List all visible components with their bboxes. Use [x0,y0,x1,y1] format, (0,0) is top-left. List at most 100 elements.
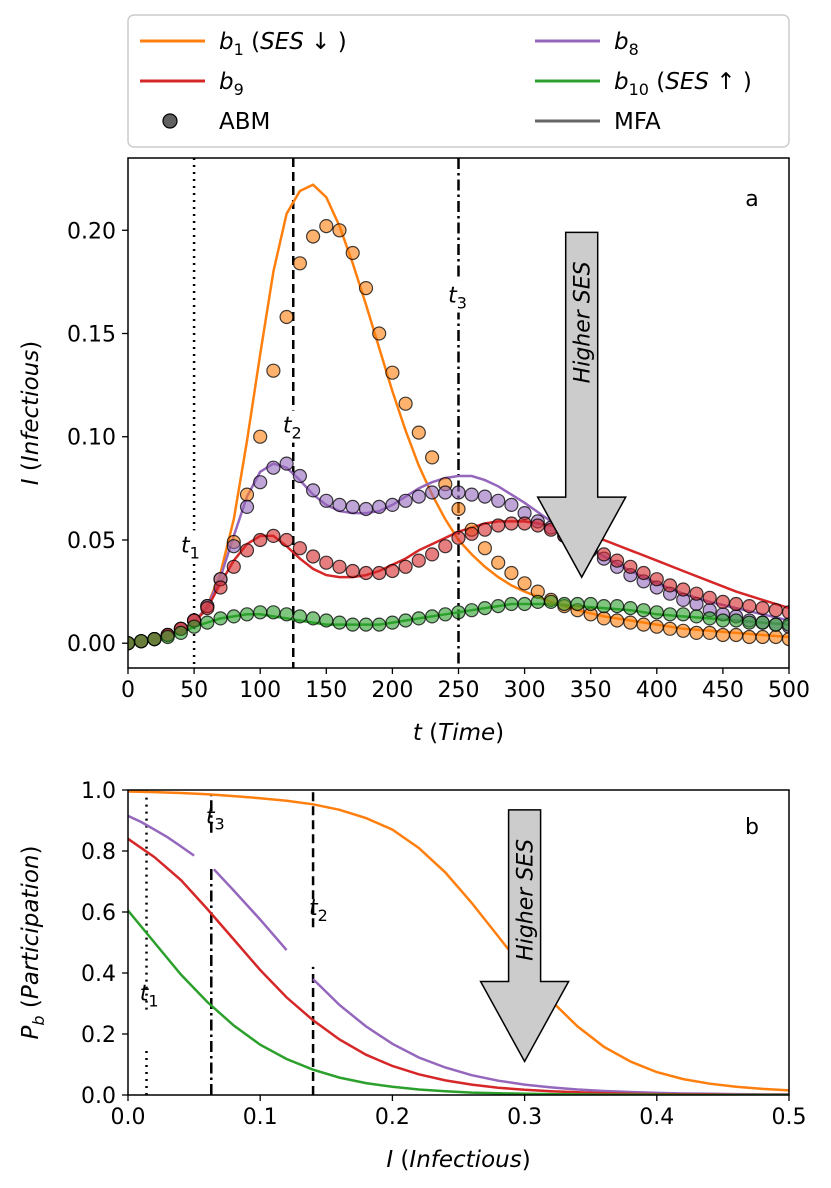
ytick-label-b: 0.2 [81,1023,116,1048]
abm-point-b10 [372,617,387,632]
abm-point-b9 [279,532,294,548]
abm-point-b9 [689,586,704,601]
abm-point-b1 [662,621,678,636]
abm-point-b10 [306,611,321,626]
abm-point-b1 [398,396,413,411]
abm-point-b10 [530,594,545,610]
abm-point-b10 [451,605,466,620]
abm-point-b10 [464,603,479,618]
xtick-label-a: 200 [371,678,413,703]
vline-label-a-1: t1 [181,533,200,562]
abm-point-b8 [332,497,347,512]
legend-label-abm: ABM [219,109,270,135]
abm-point-b1 [623,615,638,630]
abm-point-b1 [676,623,691,638]
abm-point-b10 [266,605,281,620]
abm-point-b8 [504,497,519,512]
abm-point-b9 [755,600,770,616]
abm-point-b10 [226,609,241,624]
abm-point-b10 [147,631,162,647]
abm-point-b9 [464,526,479,541]
abm-point-b9 [306,549,321,564]
participation-line-b10 [128,909,789,1095]
abm-point-b10 [200,615,215,630]
participation-line-b1 [128,790,789,1092]
abm-point-b9 [372,565,387,581]
xtick-label-b: 0.4 [639,1105,674,1130]
xtick-label-a: 300 [504,678,546,703]
y-axis-label-b: Pb (Participation) [18,846,48,1040]
abm-point-b1 [345,245,360,261]
ytick-label-b: 0.8 [81,840,116,865]
abm-point-b9 [530,518,545,533]
abm-point-b1 [596,611,612,626]
legend-label-mfa: MFA [614,109,661,135]
abm-point-b9 [768,603,783,618]
ytick-label-a: 0.20 [67,219,116,244]
ytick-label-b: 0.4 [81,962,116,987]
abm-point-b9 [385,563,400,579]
abm-point-b8 [372,499,387,514]
abm-point-b10 [609,598,625,614]
abm-point-b9 [226,559,241,574]
xtick-label-a: 50 [180,678,208,703]
abm-point-b10 [438,607,453,622]
abm-point-b1 [755,629,770,645]
abm-point-b8 [477,489,492,504]
x-axis-label-b: I (Infectious) [386,1147,530,1173]
abm-point-b10 [425,609,440,624]
abm-point-b10 [491,598,506,614]
abm-point-b1 [358,281,374,296]
abm-point-b1 [781,632,789,647]
xtick-label-a: 350 [570,678,612,703]
mfa-line-b9 [128,520,789,645]
legend-frame [127,14,790,148]
abm-point-b10 [160,629,175,645]
axes-frame-b [127,789,790,1096]
abm-point-b1 [451,501,466,517]
xtick-label-b: 0.5 [772,1105,807,1130]
abm-point-b8 [239,499,255,514]
abm-point-b10 [689,609,704,624]
abm-point-b10 [781,617,789,632]
abm-point-b10 [279,607,294,622]
arrow-shape [536,231,627,579]
abm-point-b10 [477,600,492,616]
abm-point-b1 [636,617,651,632]
abm-point-b1 [292,256,307,271]
higher-ses-arrow-b: Higher SES [479,809,570,1064]
abm-point-b9 [649,572,664,587]
abm-point-b1 [239,487,255,502]
abm-point-b10 [649,605,664,620]
abm-point-b9 [596,547,612,562]
abm-point-b10 [187,619,202,634]
abm-point-b10 [173,625,188,641]
legend-label-b8: b8 [614,29,639,59]
ytick-label-a: 0.00 [67,632,116,657]
vline-label-b-2: t3 [206,805,225,834]
xtick-label-a: 0 [121,678,135,703]
abm-point-b10 [411,611,426,626]
abm-point-b1 [477,541,492,556]
ytick-label-a: 0.05 [67,529,116,554]
xtick-label-a: 250 [438,678,480,703]
abm-point-b1 [715,627,731,643]
panel-letter-a: a [745,187,758,212]
abm-point-b10 [715,613,731,628]
abm-point-b10 [292,609,307,624]
legend-label-b1: b1 (SES ↓ ) [219,29,347,59]
ytick-label-b: 0.6 [81,901,116,926]
legend-marker-abm [162,113,178,129]
abm-point-b10 [332,615,347,630]
xtick-label-b: 0.3 [507,1105,542,1130]
abm-point-b9 [728,596,744,612]
vline-label-bg-a-1 [178,530,207,563]
y-axis-label-a: I (Infectious) [18,341,44,485]
xtick-label-b: 0.1 [243,1105,278,1130]
abm-point-b9 [239,543,255,558]
panel-b: t1 t3 t2 Higher SES 0.0 0.1 0.2 0.3 0.4 0.5 0.0 0.2… [18,779,807,1173]
abm-point-b8 [425,485,440,500]
abm-point-b10 [662,607,678,622]
abm-point-b9 [411,553,426,568]
abm-point-b10 [570,596,585,612]
